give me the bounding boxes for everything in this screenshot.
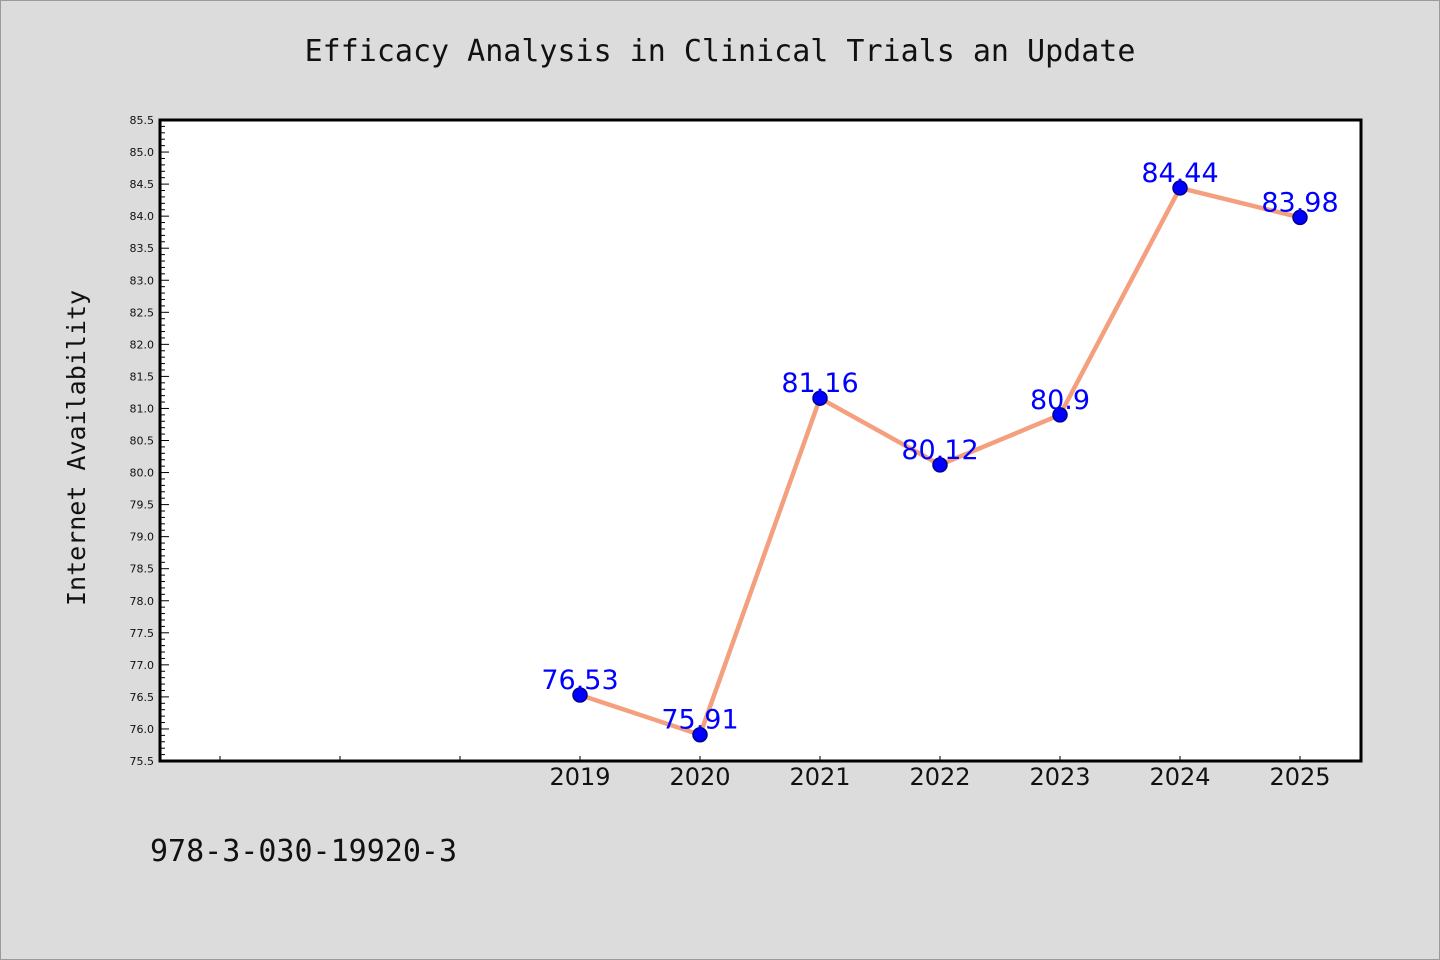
plot-border <box>158 118 1363 763</box>
plot-area <box>158 118 1363 763</box>
x-tick-label: 2019 <box>549 763 610 791</box>
y-tick-label: 85.0 <box>130 146 155 159</box>
data-label: 83.98 <box>1261 187 1338 218</box>
data-point <box>1292 209 1308 226</box>
x-tick-label: 2023 <box>1029 763 1090 791</box>
y-tick-label: 85.5 <box>130 114 155 127</box>
y-tick-label: 84.5 <box>130 178 155 191</box>
x-tick-label: 2021 <box>789 763 850 791</box>
data-label: 75.91 <box>661 705 738 736</box>
chart-title: Efficacy Analysis in Clinical Trials an … <box>304 34 1136 69</box>
y-tick-label: 80.5 <box>130 435 155 448</box>
data-point <box>572 687 588 703</box>
isbn-text: 978-3-030-19920-3 <box>150 834 458 869</box>
data-point <box>1172 180 1188 196</box>
y-tick-label: 82.0 <box>130 338 155 351</box>
data-point <box>812 390 828 406</box>
data-label: 76.53 <box>541 665 618 696</box>
y-axis-label: Internet Availability <box>62 290 91 606</box>
data-label: 80.9 <box>1030 385 1090 416</box>
y-tick-label: 84.0 <box>130 210 155 223</box>
y-tick-label: 79.0 <box>130 531 155 544</box>
data-label: 80.12 <box>901 435 978 466</box>
data-point <box>692 726 708 743</box>
data-label-group: 76.53 75.91 81.16 80.12 80.9 84.44 83.98 <box>541 158 1338 736</box>
x-tick-label: 2022 <box>909 763 970 791</box>
x-tick-label: 2020 <box>669 763 730 791</box>
y-tick-label: 80.0 <box>130 467 155 480</box>
data-label: 81.16 <box>781 368 858 399</box>
y-tick-label: 76.5 <box>130 691 155 704</box>
y-tick-label: 83.5 <box>130 242 155 255</box>
y-tick-label: 79.5 <box>130 499 155 512</box>
y-tick-label: 75.5 <box>130 755 155 768</box>
y-tick-label: 77.0 <box>130 659 155 672</box>
marker-group <box>572 180 1308 743</box>
x-axis: 2019 2020 2021 2022 2023 2024 2025 <box>219 756 1331 791</box>
x-tick-label: 2024 <box>1149 763 1210 791</box>
x-tick-label: 2025 <box>1269 763 1330 791</box>
y-tick-label: 83.0 <box>130 274 155 287</box>
y-tick-label: 81.0 <box>130 402 155 415</box>
y-axis: 75.5 76.0 76.5 77.0 77.5 78.0 78.5 79.0 79.5 80.0… <box>130 114 169 768</box>
y-tick-label: 78.0 <box>130 595 155 608</box>
y-tick-label: 76.0 <box>130 723 155 736</box>
data-point <box>932 457 948 473</box>
data-point <box>1052 407 1068 423</box>
y-tick-label: 77.5 <box>130 627 155 640</box>
y-tick-label: 81.5 <box>130 370 155 383</box>
y-tick-label: 82.5 <box>130 306 155 319</box>
data-label: 84.44 <box>1141 158 1218 189</box>
y-tick-label: 78.5 <box>130 563 155 576</box>
